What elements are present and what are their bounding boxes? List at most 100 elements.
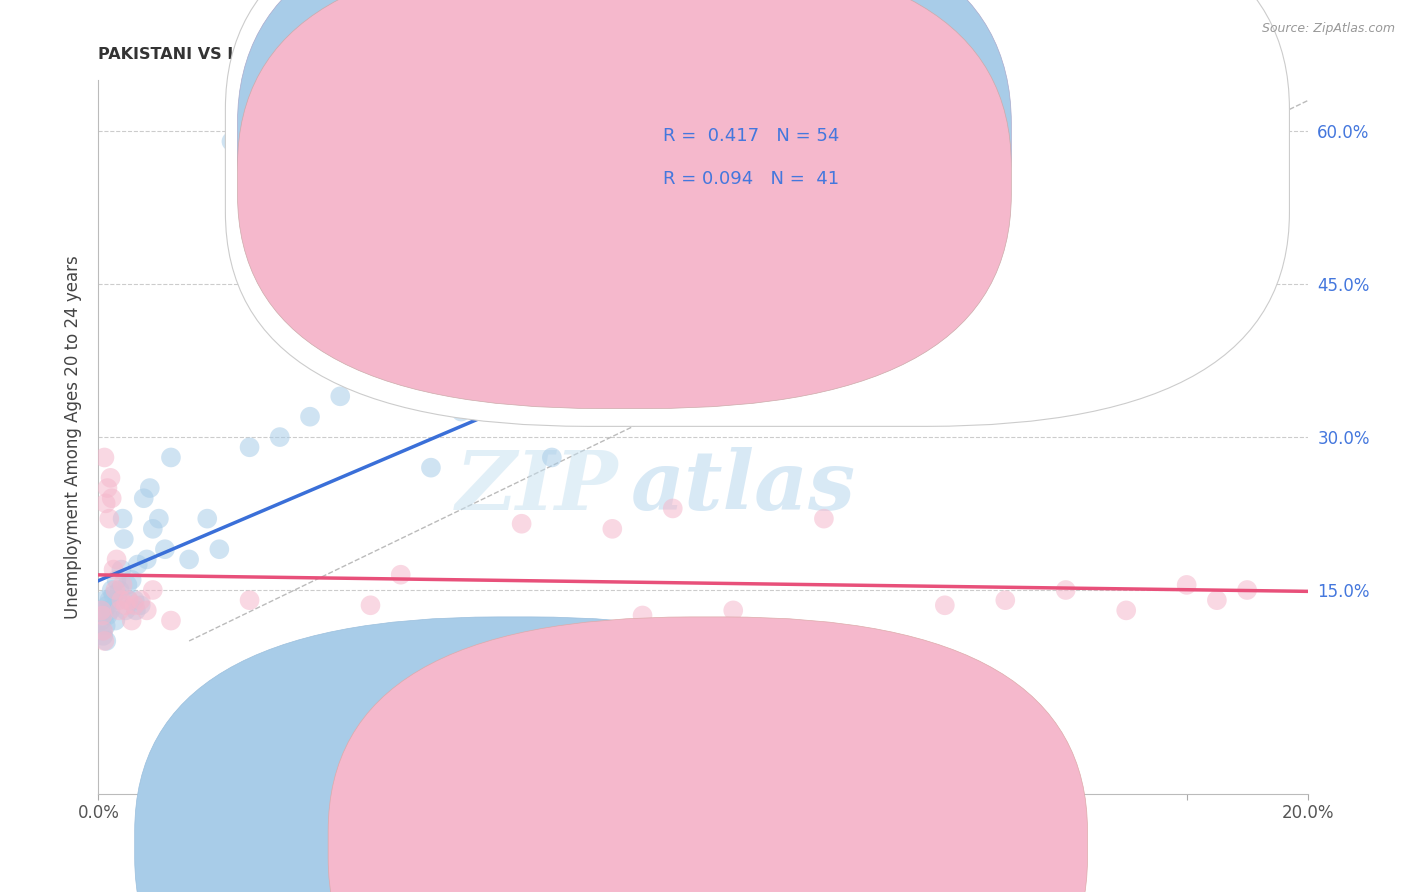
Point [1236, 582, 1258, 597]
Point [103, 588, 125, 602]
Text: R =  0.417   N = 54: R = 0.417 N = 54 [664, 127, 839, 145]
Point [661, 318, 683, 332]
Point [91, 629, 114, 643]
Point [107, 593, 129, 607]
Point [129, 599, 152, 613]
Point [93, 603, 115, 617]
Point [994, 593, 1017, 607]
Point [179, 552, 201, 566]
Text: Source: ZipAtlas.com: Source: ZipAtlas.com [1261, 22, 1395, 36]
Point [269, 430, 291, 444]
Text: R = 0.094   N =  41: R = 0.094 N = 41 [664, 169, 839, 187]
Point [90, 603, 112, 617]
Y-axis label: Unemployment Among Ages 20 to 24 years: Unemployment Among Ages 20 to 24 years [63, 255, 82, 619]
Point [96, 608, 118, 623]
Point [96, 634, 118, 648]
Point [299, 409, 322, 424]
Point [195, 511, 218, 525]
Text: ZIP: ZIP [456, 447, 619, 527]
Point [602, 522, 624, 536]
Point [129, 593, 152, 607]
Point [208, 542, 231, 557]
Point [148, 511, 170, 525]
Point [450, 404, 472, 418]
Text: atlas: atlas [630, 447, 856, 527]
Point [112, 532, 135, 546]
Point [94, 496, 117, 510]
Point [118, 593, 141, 607]
Point [121, 614, 143, 628]
Point [93, 593, 115, 607]
Point [420, 460, 443, 475]
Text: Immigrants from Lebanon: Immigrants from Lebanon [734, 837, 949, 855]
Point [135, 603, 157, 617]
Point [481, 389, 503, 403]
Point [1054, 582, 1077, 597]
Point [1175, 578, 1198, 592]
Point [114, 603, 136, 617]
Point [96, 599, 118, 613]
Point [104, 614, 127, 628]
Point [389, 654, 412, 668]
Point [117, 578, 139, 592]
Point [723, 603, 745, 617]
FancyBboxPatch shape [238, 0, 1011, 366]
Point [100, 603, 122, 617]
Point [111, 511, 134, 525]
Point [540, 450, 562, 465]
Point [118, 593, 141, 607]
Point [1206, 593, 1229, 607]
Point [510, 516, 533, 531]
Point [96, 481, 118, 495]
Point [813, 511, 835, 525]
Point [153, 542, 176, 557]
Point [160, 450, 183, 465]
Point [135, 552, 157, 566]
Point [98, 593, 121, 607]
Point [93, 634, 115, 648]
Point [108, 603, 131, 617]
Point [127, 558, 149, 572]
Point [110, 563, 132, 577]
Point [389, 567, 412, 582]
Point [1115, 603, 1137, 617]
Point [239, 440, 262, 454]
Point [139, 481, 162, 495]
Point [114, 599, 136, 613]
Point [104, 582, 127, 597]
Point [100, 491, 122, 506]
Point [602, 359, 624, 373]
FancyBboxPatch shape [225, 0, 1289, 426]
Point [98, 511, 121, 525]
Point [360, 267, 382, 281]
Point [124, 593, 146, 607]
Point [94, 618, 117, 632]
FancyBboxPatch shape [135, 617, 894, 892]
Point [631, 608, 654, 623]
Point [110, 593, 132, 607]
FancyBboxPatch shape [238, 0, 1011, 409]
Point [103, 563, 125, 577]
Point [132, 491, 155, 506]
Point [661, 501, 683, 516]
Point [90, 614, 112, 628]
Point [360, 599, 382, 613]
Point [783, 165, 806, 179]
Point [142, 582, 165, 597]
Point [91, 624, 114, 638]
Point [100, 471, 122, 485]
Point [91, 624, 114, 638]
Point [105, 552, 128, 566]
Point [329, 389, 352, 403]
Point [142, 522, 165, 536]
FancyBboxPatch shape [328, 617, 1087, 892]
Point [100, 582, 122, 597]
Point [723, 685, 745, 699]
Point [105, 573, 128, 587]
Point [221, 135, 243, 149]
Text: PAKISTANI VS IMMIGRANTS FROM LEBANON UNEMPLOYMENT AMONG AGES 20 TO 24 YEARS CORR: PAKISTANI VS IMMIGRANTS FROM LEBANON UNE… [98, 47, 1128, 62]
Point [934, 599, 956, 613]
Point [111, 578, 134, 592]
Point [124, 599, 146, 613]
Point [93, 450, 115, 465]
